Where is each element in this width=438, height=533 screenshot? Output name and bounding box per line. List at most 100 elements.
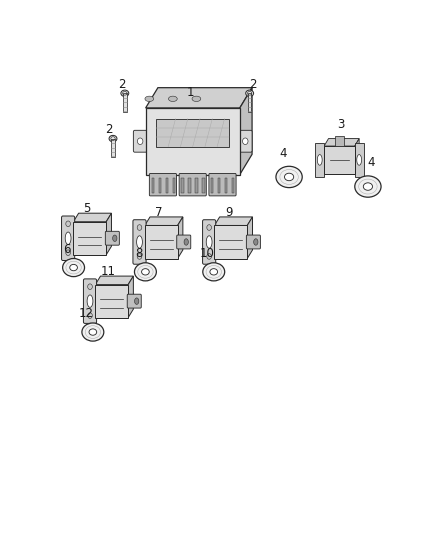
Bar xyxy=(324,146,355,174)
Ellipse shape xyxy=(65,232,71,245)
Ellipse shape xyxy=(355,176,381,197)
Circle shape xyxy=(88,284,92,289)
FancyBboxPatch shape xyxy=(133,220,146,264)
Ellipse shape xyxy=(184,239,188,245)
Polygon shape xyxy=(128,276,133,318)
Polygon shape xyxy=(95,276,133,285)
Text: 3: 3 xyxy=(337,118,344,131)
Text: 7: 7 xyxy=(155,206,163,219)
FancyBboxPatch shape xyxy=(83,279,96,324)
Bar xyxy=(232,178,234,193)
Bar xyxy=(145,225,178,259)
Bar xyxy=(195,178,198,193)
Bar xyxy=(123,93,127,112)
FancyBboxPatch shape xyxy=(105,231,119,245)
Polygon shape xyxy=(145,217,183,225)
Ellipse shape xyxy=(169,96,177,101)
Bar xyxy=(248,93,251,112)
Ellipse shape xyxy=(82,323,104,341)
Circle shape xyxy=(66,250,71,255)
Polygon shape xyxy=(145,87,252,108)
Text: 4: 4 xyxy=(367,156,375,169)
Bar xyxy=(215,225,247,259)
FancyBboxPatch shape xyxy=(177,235,191,249)
Text: 1: 1 xyxy=(187,86,194,99)
Ellipse shape xyxy=(203,263,225,281)
Ellipse shape xyxy=(317,155,322,165)
FancyBboxPatch shape xyxy=(246,235,260,249)
Ellipse shape xyxy=(357,155,362,165)
Ellipse shape xyxy=(113,235,117,241)
Bar xyxy=(145,108,240,175)
Polygon shape xyxy=(106,213,111,255)
Ellipse shape xyxy=(109,135,117,142)
Circle shape xyxy=(137,254,142,259)
Polygon shape xyxy=(73,213,111,222)
Bar xyxy=(225,178,227,193)
Text: 12: 12 xyxy=(79,307,94,320)
Ellipse shape xyxy=(134,298,139,304)
Ellipse shape xyxy=(192,96,201,101)
Ellipse shape xyxy=(254,239,258,245)
Text: 11: 11 xyxy=(101,265,116,278)
Polygon shape xyxy=(215,217,252,225)
Text: 4: 4 xyxy=(279,147,287,160)
Text: 5: 5 xyxy=(83,203,90,215)
Bar xyxy=(111,139,115,157)
Circle shape xyxy=(207,225,212,230)
Ellipse shape xyxy=(285,173,293,181)
Ellipse shape xyxy=(87,295,93,308)
FancyBboxPatch shape xyxy=(238,130,252,152)
Bar xyxy=(315,143,324,176)
Ellipse shape xyxy=(141,269,149,275)
Bar xyxy=(211,178,213,193)
Polygon shape xyxy=(247,217,252,259)
Bar xyxy=(181,178,184,193)
Text: 10: 10 xyxy=(200,247,215,260)
Polygon shape xyxy=(355,139,359,174)
Text: 8: 8 xyxy=(136,247,143,260)
Ellipse shape xyxy=(134,263,156,281)
Bar xyxy=(355,143,364,176)
FancyBboxPatch shape xyxy=(202,220,216,264)
FancyBboxPatch shape xyxy=(209,174,236,196)
Text: 6: 6 xyxy=(63,243,71,256)
Ellipse shape xyxy=(363,183,372,190)
Ellipse shape xyxy=(243,138,248,144)
Ellipse shape xyxy=(63,259,85,277)
FancyBboxPatch shape xyxy=(149,174,177,196)
Ellipse shape xyxy=(89,329,97,335)
Bar xyxy=(95,285,128,318)
Text: 2: 2 xyxy=(249,78,257,91)
Text: 2: 2 xyxy=(105,123,113,136)
Bar xyxy=(152,178,154,193)
Ellipse shape xyxy=(276,166,302,188)
Bar xyxy=(202,178,205,193)
Text: 2: 2 xyxy=(118,78,126,91)
Bar xyxy=(73,222,106,255)
Circle shape xyxy=(88,313,92,318)
Bar xyxy=(188,178,191,193)
Text: 9: 9 xyxy=(225,206,233,219)
Ellipse shape xyxy=(210,269,218,275)
Bar xyxy=(173,178,175,193)
Ellipse shape xyxy=(70,264,78,271)
Polygon shape xyxy=(324,139,359,146)
Circle shape xyxy=(137,225,142,230)
Circle shape xyxy=(66,221,71,227)
FancyBboxPatch shape xyxy=(127,294,141,308)
Circle shape xyxy=(207,254,212,259)
Ellipse shape xyxy=(138,138,143,144)
Bar xyxy=(159,178,161,193)
Ellipse shape xyxy=(145,96,154,101)
FancyBboxPatch shape xyxy=(133,130,147,152)
Polygon shape xyxy=(240,87,252,175)
Ellipse shape xyxy=(121,90,129,96)
FancyBboxPatch shape xyxy=(179,174,206,196)
Ellipse shape xyxy=(246,90,254,96)
Bar xyxy=(156,118,230,147)
Ellipse shape xyxy=(206,236,212,248)
Bar xyxy=(166,178,168,193)
FancyBboxPatch shape xyxy=(61,216,74,261)
Bar xyxy=(218,178,220,193)
